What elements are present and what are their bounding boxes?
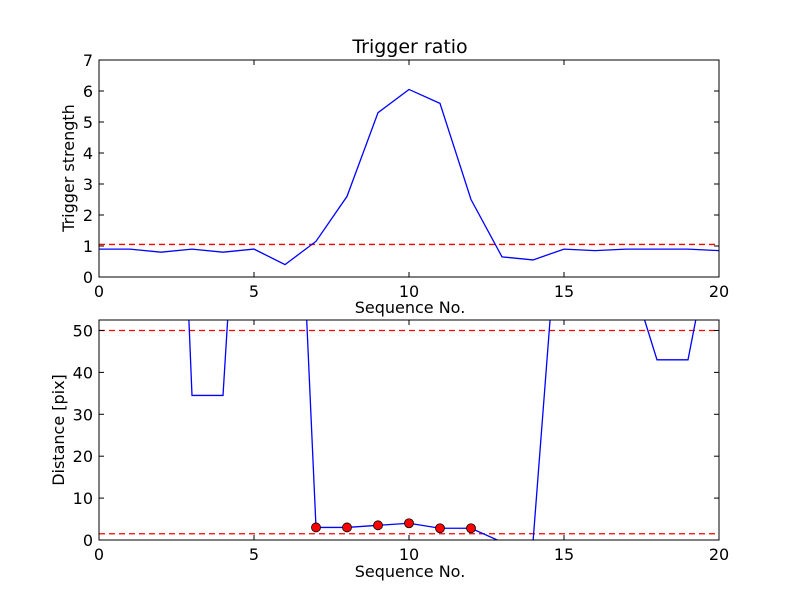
bottom-y-axis-label: Distance [pix] [49, 374, 68, 486]
bottom-data-marker [404, 518, 414, 529]
bottom-y-tick-label: 0 [83, 531, 93, 550]
top-series-line [99, 88, 719, 266]
bottom-series-line [188, 320, 229, 397]
top-chart-title: Trigger ratio [351, 36, 467, 58]
top-x-tick-label: 20 [709, 282, 729, 301]
bottom-data-marker [466, 523, 476, 534]
top-plot-area [99, 88, 719, 266]
top-y-tick-label: 7 [83, 51, 93, 70]
top-y-tick-label: 3 [83, 175, 93, 194]
bottom-x-tick-label: 5 [249, 545, 259, 564]
bottom-y-tick-label: 50 [73, 321, 93, 340]
top-plot: 0 5 10 15 20 0 1 2 3 4 5 6 7 [83, 51, 729, 301]
top-y-tick-label: 6 [83, 82, 93, 101]
top-y-tick-label: 4 [83, 144, 93, 163]
bottom-series-line [643, 320, 697, 361]
bottom-x-tick-label: 20 [709, 545, 729, 564]
top-x-tick-label: 10 [399, 282, 419, 301]
bottom-data-marker [311, 522, 321, 533]
bottom-data-marker [373, 520, 383, 531]
top-x-axis-label: Sequence No. [355, 298, 466, 317]
top-y-tick-label: 0 [83, 268, 93, 287]
bottom-x-axis-label: Sequence No. [355, 562, 466, 581]
top-y-tick-label: 1 [83, 237, 93, 256]
bottom-data-marker [435, 523, 445, 534]
top-x-tick-label: 0 [94, 282, 104, 301]
bottom-y-tick-label: 40 [73, 363, 93, 382]
bottom-x-tick-label: 15 [554, 545, 574, 564]
bottom-data-marker [342, 522, 352, 533]
bottom-x-tick-label: 0 [94, 545, 104, 564]
bottom-plot-area [99, 320, 719, 540]
top-y-axis-label: Trigger strength [59, 104, 78, 233]
bottom-plot: 0 5 10 15 20 0 10 20 30 40 50 [73, 319, 729, 564]
top-x-tick-label: 5 [249, 282, 259, 301]
top-y-tick-label: 2 [83, 206, 93, 225]
bottom-y-tick-label: 20 [73, 447, 93, 466]
top-y-tick-label: 5 [83, 113, 93, 132]
bottom-y-tick-label: 10 [73, 489, 93, 508]
bottom-y-tick-label: 30 [73, 405, 93, 424]
bottom-series-line [306, 320, 551, 540]
top-x-tick-label: 15 [554, 282, 574, 301]
bottom-x-tick-label: 10 [399, 545, 419, 564]
